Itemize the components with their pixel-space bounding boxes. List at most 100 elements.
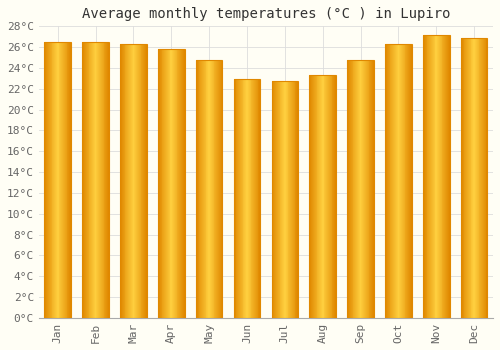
Bar — [472, 38, 473, 318]
Bar — [401, 44, 402, 318]
Bar — [313, 75, 314, 318]
Bar — [469, 38, 470, 318]
Bar — [108, 42, 109, 318]
Bar — [474, 38, 475, 318]
Bar — [444, 35, 445, 318]
Bar — [245, 79, 246, 318]
Bar — [178, 49, 179, 318]
Bar — [86, 42, 87, 318]
Bar — [272, 82, 274, 318]
Bar — [276, 82, 277, 318]
Bar — [365, 60, 366, 318]
Bar — [364, 60, 365, 318]
Bar — [145, 44, 146, 318]
Bar — [168, 49, 170, 318]
Bar — [461, 38, 462, 318]
Bar — [63, 42, 64, 318]
Bar — [58, 42, 59, 318]
Bar — [394, 44, 395, 318]
Bar — [328, 75, 329, 318]
Bar — [442, 35, 444, 318]
Bar — [272, 82, 298, 318]
Bar — [390, 44, 392, 318]
Bar — [475, 38, 476, 318]
Bar — [398, 44, 400, 318]
Bar — [392, 44, 393, 318]
Bar — [88, 42, 90, 318]
Bar — [284, 82, 285, 318]
Bar — [211, 60, 212, 318]
Bar — [386, 44, 387, 318]
Bar — [373, 60, 374, 318]
Bar — [219, 60, 220, 318]
Bar — [312, 75, 313, 318]
Bar — [91, 42, 92, 318]
Bar — [315, 75, 316, 318]
Bar — [244, 79, 245, 318]
Bar — [424, 35, 425, 318]
Bar — [296, 82, 297, 318]
Bar — [429, 35, 430, 318]
Bar — [316, 75, 318, 318]
Bar — [52, 42, 54, 318]
Bar — [126, 44, 128, 318]
Bar — [128, 44, 129, 318]
Bar — [357, 60, 358, 318]
Bar — [286, 82, 288, 318]
Bar — [440, 35, 442, 318]
Bar — [249, 79, 250, 318]
Bar — [395, 44, 396, 318]
Bar — [101, 42, 102, 318]
Bar — [135, 44, 136, 318]
Bar — [98, 42, 99, 318]
Bar — [176, 49, 178, 318]
Bar — [464, 38, 466, 318]
Bar — [179, 49, 180, 318]
Bar — [54, 42, 55, 318]
Bar — [470, 38, 472, 318]
Bar — [83, 42, 84, 318]
Bar — [96, 42, 98, 318]
Bar — [46, 42, 47, 318]
Bar — [311, 75, 312, 318]
Bar — [467, 38, 468, 318]
Bar — [324, 75, 326, 318]
Bar — [252, 79, 253, 318]
Bar — [57, 42, 58, 318]
Bar — [64, 42, 65, 318]
Bar — [388, 44, 390, 318]
Bar — [200, 60, 201, 318]
Bar — [468, 38, 469, 318]
Bar — [335, 75, 336, 318]
Bar — [387, 44, 388, 318]
Bar — [196, 60, 197, 318]
Bar — [174, 49, 175, 318]
Bar — [56, 42, 57, 318]
Bar — [121, 44, 122, 318]
Bar — [436, 35, 437, 318]
Bar — [140, 44, 141, 318]
Bar — [246, 79, 247, 318]
Bar — [406, 44, 408, 318]
Bar — [131, 44, 132, 318]
Bar — [480, 38, 481, 318]
Bar — [214, 60, 216, 318]
Bar — [236, 79, 238, 318]
Bar — [329, 75, 330, 318]
Bar — [431, 35, 432, 318]
Bar — [68, 42, 69, 318]
Bar — [160, 49, 162, 318]
Bar — [181, 49, 182, 318]
Bar — [65, 42, 66, 318]
Bar — [438, 35, 439, 318]
Bar — [423, 35, 424, 318]
Bar — [69, 42, 70, 318]
Bar — [87, 42, 88, 318]
Bar — [100, 42, 101, 318]
Bar — [322, 75, 324, 318]
Bar — [483, 38, 484, 318]
Bar — [158, 49, 159, 318]
Bar — [255, 79, 256, 318]
Bar — [466, 38, 467, 318]
Bar — [172, 49, 173, 318]
